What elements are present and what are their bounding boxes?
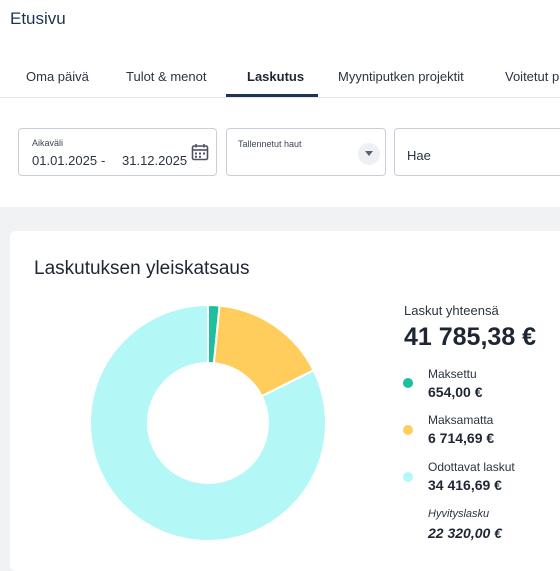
donut-slice-odottavat-laskut[interactable] — [89, 303, 327, 542]
legend-label-unpaid: Maksamatta — [428, 413, 494, 427]
credit-note-label: Hyvityslasku — [428, 508, 490, 520]
saved-searches-label: Tallennetut haut — [238, 139, 302, 149]
chevron-down-icon — [365, 151, 373, 156]
tab-oma-paiva[interactable]: Oma päivä — [26, 69, 89, 84]
legend-value-pending: 34 416,69 € — [428, 477, 502, 493]
billing-overview-card: Laskutuksen yleiskatsaus Laskut yhteensä… — [10, 231, 560, 571]
search-input[interactable]: Hae — [394, 128, 560, 176]
tab-voitetut[interactable]: Voitetut p — [505, 69, 560, 84]
legend-value-paid: 654,00 € — [428, 384, 483, 400]
legend-dot-unpaid — [403, 425, 413, 435]
tab-laskutus[interactable]: Laskutus — [247, 69, 305, 84]
legend-value-unpaid: 6 714,69 € — [428, 430, 495, 446]
calendar-icon[interactable] — [191, 143, 209, 161]
tab-bar: Oma päivä Tulot & menot Laskutus Myyntip… — [0, 46, 560, 98]
legend-label-pending: Odottavat laskut — [428, 460, 515, 474]
saved-searches-select[interactable]: Tallennetut haut — [226, 128, 386, 176]
page-title: Etusivu — [10, 9, 66, 28]
tab-tulot-menot[interactable]: Tulot & menot — [126, 69, 207, 84]
legend-dot-paid — [403, 378, 413, 388]
tab-myyntiputken-projektit[interactable]: Myyntiputken projektit — [338, 69, 464, 84]
date-range-field[interactable]: Aikaväli 01.01.2025 - 31.12.2025 — [18, 128, 217, 176]
card-title: Laskutuksen yleiskatsaus — [34, 258, 250, 279]
date-end[interactable]: 31.12.2025 — [122, 153, 188, 168]
date-separator: - — [101, 153, 106, 168]
filter-bar: Aikaväli 01.01.2025 - 31.12.2025 Tallenn… — [0, 98, 560, 207]
top-header: Etusivu — [0, 0, 560, 46]
search-input-value: Hae — [407, 148, 431, 163]
total-value: 41 785,38 € — [404, 323, 537, 351]
total-label: Laskut yhteensä — [404, 303, 499, 318]
date-range-label: Aikaväli — [32, 138, 64, 148]
active-tab-indicator — [226, 94, 318, 97]
legend-label-paid: Maksettu — [428, 367, 477, 381]
legend-dot-pending — [403, 472, 413, 482]
date-start[interactable]: 01.01.2025 — [32, 153, 98, 168]
credit-note-value: 22 320,00 € — [428, 525, 502, 541]
billing-donut-chart — [89, 303, 327, 542]
